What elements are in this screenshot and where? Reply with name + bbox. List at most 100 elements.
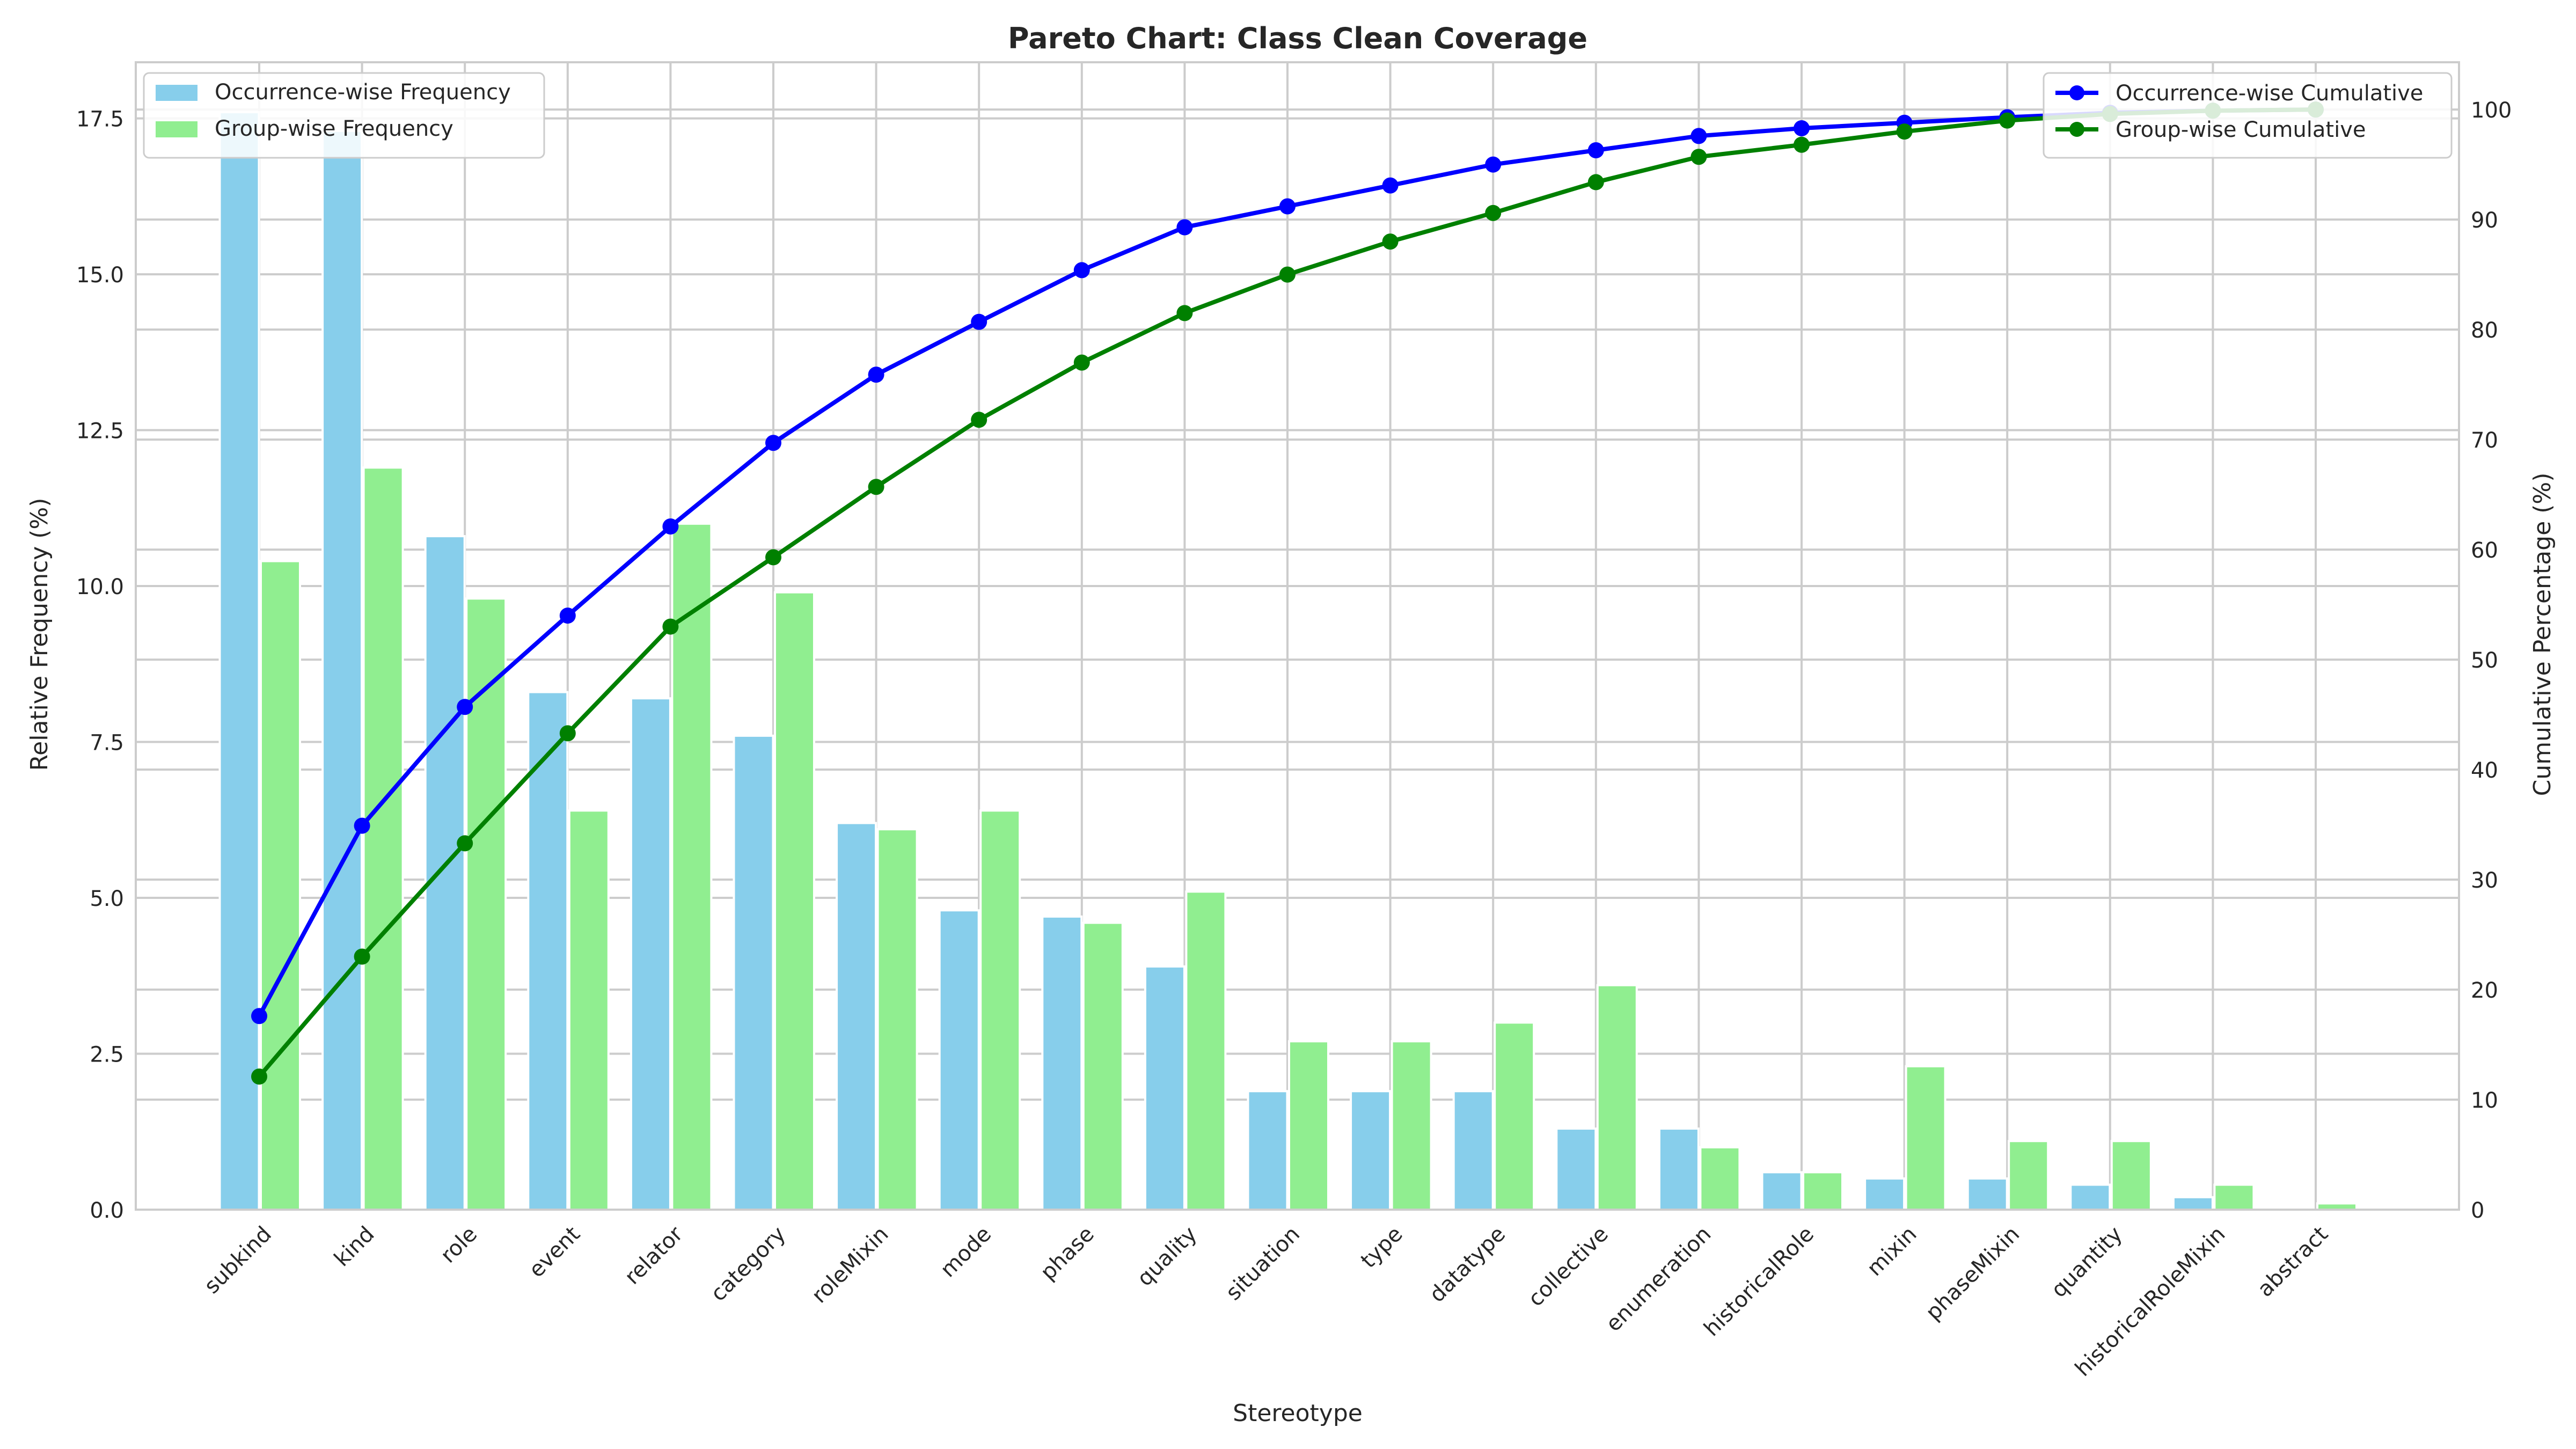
point-group-cumulative (559, 725, 576, 742)
bar-occurrence (1144, 965, 1185, 1211)
point-occurrence-cumulative (1382, 177, 1399, 194)
y2-tick-label: 10 (2471, 1088, 2498, 1113)
y2-tick-label: 30 (2471, 868, 2498, 893)
point-occurrence-cumulative (1485, 156, 1502, 173)
point-occurrence-cumulative (354, 817, 370, 834)
y-tick-label: 0.0 (90, 1198, 124, 1223)
y-tick-label: 5.0 (90, 887, 124, 911)
bar-occurrence (2069, 1183, 2111, 1211)
bar-occurrence (836, 822, 877, 1211)
point-occurrence-cumulative (1587, 142, 1604, 158)
legend-bars: Occurrence-wise Frequency Group-wise Freq… (143, 72, 545, 159)
point-group-cumulative (457, 835, 473, 852)
bar-occurrence (1864, 1177, 1906, 1211)
point-group-cumulative (1073, 354, 1090, 371)
bar-occurrence (1966, 1177, 2008, 1211)
bar-occurrence (2172, 1196, 2214, 1211)
y2-axis-label: Cumulative Percentage (%) (2529, 473, 2556, 796)
point-group-cumulative (1587, 174, 1604, 191)
point-group-cumulative (662, 618, 679, 635)
bar-group (260, 560, 301, 1211)
plot-frame (135, 61, 2460, 1211)
legend-marker (2069, 85, 2084, 100)
x-axis-label: Stereotype (1233, 1400, 1363, 1427)
bar-group (1391, 1040, 1432, 1211)
bar-occurrence (1658, 1127, 1700, 1211)
bar-group (1802, 1171, 1843, 1211)
point-group-cumulative (1794, 136, 1810, 153)
bar-group (2110, 1140, 2152, 1211)
legend-lines: Occurrence-wise Cumulative Group-wise Cum… (2043, 72, 2453, 159)
legend-swatch (156, 85, 197, 101)
point-occurrence-cumulative (868, 367, 884, 383)
bar-group (1699, 1146, 1741, 1211)
point-group-cumulative (1279, 266, 1296, 283)
point-group-cumulative (765, 549, 781, 566)
legend-swatch (156, 121, 197, 137)
y2-tick-label: 80 (2471, 318, 2498, 343)
bar-occurrence (321, 129, 363, 1211)
bar-occurrence (1452, 1090, 1494, 1211)
bar-group (1494, 1021, 1535, 1211)
point-occurrence-cumulative (971, 313, 987, 330)
bar-occurrence (1350, 1090, 1392, 1211)
y-tick-label: 7.5 (90, 731, 124, 756)
legend-box (2043, 72, 2453, 159)
point-occurrence-cumulative (662, 518, 679, 535)
y-tick-label: 2.5 (90, 1043, 124, 1067)
legend-label: Group-wise Cumulative (2116, 118, 2366, 142)
point-group-cumulative (1896, 123, 1913, 140)
bar-occurrence (733, 734, 774, 1211)
point-occurrence-cumulative (1073, 262, 1090, 279)
point-occurrence-cumulative (1279, 198, 1296, 215)
point-group-cumulative (868, 479, 884, 495)
bar-group (1082, 921, 1124, 1211)
bar-occurrence (1555, 1127, 1597, 1211)
bar-group (1288, 1040, 1329, 1211)
point-group-cumulative (354, 948, 370, 965)
bar-group (1905, 1065, 1946, 1211)
legend-box (143, 72, 545, 159)
point-group-cumulative (1999, 112, 2016, 129)
bar-occurrence (1247, 1090, 1289, 1211)
point-group-cumulative (1382, 233, 1399, 250)
bar-occurrence (938, 909, 980, 1211)
point-group-cumulative (1176, 305, 1193, 321)
bar-group (876, 828, 918, 1211)
point-occurrence-cumulative (1176, 219, 1193, 236)
bar-occurrence (424, 535, 466, 1211)
point-occurrence-cumulative (457, 699, 473, 715)
bar-occurrence (1761, 1171, 1803, 1211)
point-occurrence-cumulative (1794, 120, 1810, 136)
legend-label: Group-wise Frequency (215, 116, 453, 141)
bar-occurrence (218, 111, 260, 1211)
y2-tick-label: 50 (2471, 648, 2498, 673)
y2-tick-label: 70 (2471, 428, 2498, 453)
point-occurrence-cumulative (251, 1008, 267, 1024)
chart-title: Pareto Chart: Class Clean Coverage (1008, 21, 1587, 55)
y-tick-label: 12.5 (76, 419, 124, 444)
bar-group (979, 809, 1021, 1211)
y2-tick-label: 90 (2471, 208, 2498, 233)
legend-label: Occurrence-wise Cumulative (2116, 81, 2423, 106)
bar-occurrence (1041, 915, 1083, 1211)
y2-tick-label: 100 (2471, 98, 2512, 123)
point-group-cumulative (1690, 149, 1707, 165)
bar-group (2213, 1183, 2255, 1211)
point-group-cumulative (1485, 204, 1502, 221)
legend-marker (2069, 122, 2084, 137)
bars (218, 111, 2358, 1211)
point-group-cumulative (251, 1068, 267, 1085)
y-axis-label: Relative Frequency (%) (26, 498, 53, 771)
bar-occurrence (630, 697, 671, 1211)
point-occurrence-cumulative (1690, 128, 1707, 144)
y2-tick-label: 20 (2471, 978, 2498, 1003)
point-occurrence-cumulative (765, 435, 781, 451)
y-tick-label: 17.5 (76, 107, 124, 132)
bar-group (362, 466, 404, 1211)
bar-group (1185, 890, 1227, 1211)
y2-tick-label: 40 (2471, 758, 2498, 783)
bar-group (774, 591, 815, 1211)
y-tick-label: 10.0 (76, 575, 124, 599)
